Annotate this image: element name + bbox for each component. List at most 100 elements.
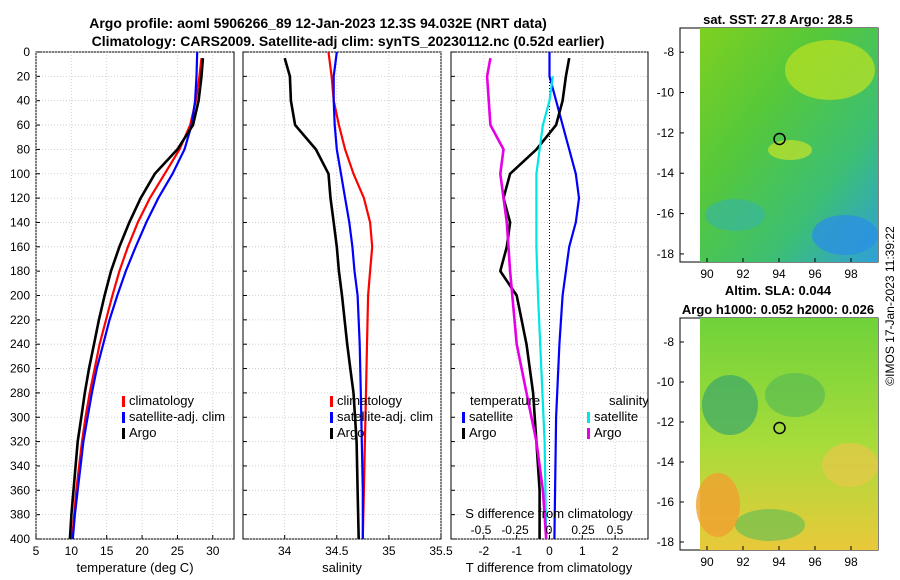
t-difference-tick-labels: -2 -1 0 1 2 <box>478 544 618 558</box>
lon-tick-label: 94 <box>772 267 786 281</box>
sla-low-patch <box>765 373 825 417</box>
legend-swatch-climatology <box>330 396 333 407</box>
sst-map-lon-labels: 90 92 94 96 98 <box>700 258 858 281</box>
s-difference-label: S difference from climatology <box>465 506 633 521</box>
legend-swatch-t-satellite <box>462 412 465 423</box>
depth-tick-label: 280 <box>10 386 30 400</box>
sla-low-patch <box>735 509 805 541</box>
x-tick-label: 35.5 <box>429 544 453 558</box>
legend-label-argo: Argo <box>129 425 156 440</box>
difference-legend: temperature satellite Argo salinity sate… <box>462 393 649 440</box>
depth-tick-label: 180 <box>10 264 30 278</box>
sst-map-lat-labels: -8 -10 -12 -14 -16 -18 <box>657 45 684 261</box>
x-tick-label: 35 <box>382 544 396 558</box>
temperature-xlabel: temperature (deg C) <box>76 560 193 575</box>
lon-tick-label: 96 <box>808 555 822 569</box>
sla-map-lon-labels: 90 92 94 96 98 <box>700 546 858 569</box>
depth-tick-label: 340 <box>10 459 30 473</box>
lon-tick-label: 96 <box>808 267 822 281</box>
figure-title-line1: Argo profile: aoml 5906266_89 12-Jan-202… <box>89 15 547 31</box>
depth-tick-label: 100 <box>10 167 30 181</box>
lat-tick-label: -18 <box>657 535 675 549</box>
figure-title-line2: Climatology: CARS2009. Satellite-adj cli… <box>92 33 605 49</box>
lat-tick-label: -12 <box>657 415 675 429</box>
s-tick-label: 0.25 <box>571 523 595 537</box>
depth-tick-label: 240 <box>10 337 30 351</box>
argo-float-marker <box>773 421 786 435</box>
legend-swatch-climatology <box>122 396 125 407</box>
temperature-panel: 0 20 40 60 80 100 120 140 160 180 200 220 240 260 280 3… <box>10 45 235 575</box>
depth-tick-label: 60 <box>17 118 31 132</box>
sst-warm-patch <box>785 40 875 100</box>
x-tick-label: 25 <box>171 544 185 558</box>
salinity-grid <box>243 51 442 540</box>
series-line-satellite-adj-clim <box>332 51 364 539</box>
sla-map-title-line2: Argo h1000: 0.052 h2000: 0.026 <box>682 302 874 317</box>
legend-swatch-s-satellite <box>587 412 590 423</box>
lat-tick-label: -8 <box>663 45 674 59</box>
series-line-t-satellite <box>548 52 581 540</box>
lon-tick-label: 94 <box>772 555 786 569</box>
x-tick-label: 2 <box>612 544 619 558</box>
argo-position <box>773 132 786 146</box>
argo-float-marker <box>773 132 786 146</box>
legend-title-temperature: temperature <box>470 393 540 408</box>
temperature-lines <box>68 51 205 540</box>
legend-label-s-satellite: satellite <box>594 409 638 424</box>
lat-tick-label: -8 <box>663 335 674 349</box>
legend-label-satellite: satellite-adj. clim <box>129 409 225 424</box>
x-tick-label: 34.5 <box>325 544 349 558</box>
difference-lines <box>485 52 581 540</box>
lon-tick-label: 98 <box>844 267 858 281</box>
s-tick-label: 0.5 <box>607 523 624 537</box>
salinity-panel: 34 34.5 35 35.5 salinity climatology satell… <box>242 51 453 575</box>
salinity-lines <box>283 51 374 540</box>
legend-title-salinity: salinity <box>609 393 649 408</box>
sla-map-panel: Altim. SLA: 0.044 Argo h1000: 0.052 h200… <box>657 283 879 569</box>
sst-map-panel: sat. SST: 27.8 Argo: 28.5 90 92 94 96 98 -8-… <box>657 12 879 281</box>
s-tick-label: -0.25 <box>501 523 529 537</box>
lat-tick-label: -16 <box>657 207 675 221</box>
argo-position <box>773 421 786 435</box>
sst-cool-patch <box>812 215 878 255</box>
depth-tick-label: 120 <box>10 191 30 205</box>
x-tick-label: -2 <box>478 544 489 558</box>
x-tick-label: 20 <box>135 544 149 558</box>
series-line-argo <box>68 58 205 540</box>
temperature-legend: climatology satellite-adj. clim Argo <box>122 393 225 440</box>
lat-tick-label: -14 <box>657 455 675 469</box>
lat-tick-label: -10 <box>657 375 675 389</box>
lon-tick-label: 98 <box>844 555 858 569</box>
sla-low-patch <box>702 375 758 435</box>
depth-tick-label: 380 <box>10 508 30 522</box>
depth-tick-label: 40 <box>17 94 31 108</box>
salinity-xlabel: salinity <box>322 560 362 575</box>
imos-credit: ©IMOS 17-Jan-2023 11:39:22 <box>883 226 897 386</box>
temperature-tick-labels: 5 10 15 20 25 30 <box>33 544 220 558</box>
legend-label-argo: Argo <box>337 425 364 440</box>
x-tick-label: 34 <box>278 544 292 558</box>
x-tick-label: 0 <box>546 544 553 558</box>
salinity-tick-labels: 34 34.5 35 35.5 <box>278 544 453 558</box>
x-tick-label: -1 <box>511 544 522 558</box>
series-line-s-satellite <box>535 76 554 540</box>
sla-high-patch <box>696 473 740 537</box>
legend-label-climatology: climatology <box>337 393 403 408</box>
salinity-legend: climatology satellite-adj. clim Argo <box>330 393 433 440</box>
difference-panel: -2 -1 0 1 2 -0.5 -0.25 0 0.25 0.5 S difference f… <box>450 51 649 575</box>
depth-tick-label: 400 <box>10 532 30 546</box>
depth-tick-label: 0 <box>23 45 30 59</box>
depth-tick-label: 300 <box>10 410 30 424</box>
lon-tick-label: 90 <box>700 267 714 281</box>
s-tick-label: -0.5 <box>471 523 492 537</box>
legend-label-t-satellite: satellite <box>469 409 513 424</box>
series-line-s-argo <box>485 57 548 540</box>
sst-map-title: sat. SST: 27.8 Argo: 28.5 <box>703 12 853 27</box>
legend-label-climatology: climatology <box>129 393 195 408</box>
t-difference-xlabel: T difference from climatology <box>466 560 633 575</box>
legend-swatch-satellite <box>122 412 125 423</box>
depth-tick-label: 20 <box>17 69 31 83</box>
depth-tick-label: 200 <box>10 289 30 303</box>
legend-swatch-argo <box>330 428 333 439</box>
